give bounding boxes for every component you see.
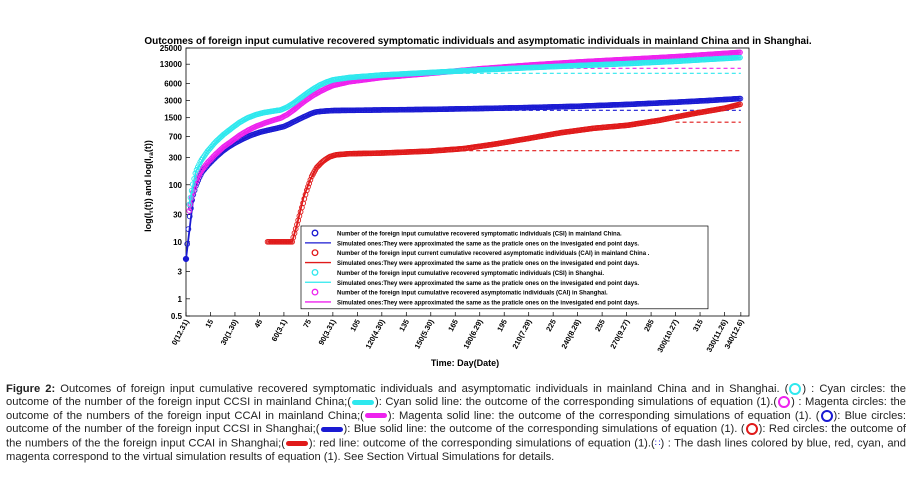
caption-label: Figure 2: [6, 383, 56, 395]
x-tick-label: 150(5.30) [413, 317, 436, 350]
data-point [193, 167, 200, 173]
y-tick-label: 300 [169, 154, 183, 163]
legend-label: Simulated ones:They were approximated th… [337, 261, 639, 267]
legend-marker-circle [311, 268, 319, 276]
legend-label: Number of the foreign input cumulative r… [337, 271, 604, 277]
y-tick-label: 1500 [164, 114, 182, 123]
caption-text: ): Cyan solid line: the outcome of the c… [375, 396, 778, 409]
caption-text: ): Magenta solid line: the outcome of th… [387, 409, 820, 422]
x-tick-label: 90(3.31) [317, 317, 338, 346]
cyan-line-icon [352, 399, 375, 405]
x-tick-label: 300(10.27) [655, 317, 680, 354]
data-point [186, 213, 193, 220]
caption-text: ) : The dash lines colored by blue, red,… [6, 437, 906, 463]
simulation-line [188, 56, 741, 205]
x-tick-label: 165 [446, 318, 460, 333]
y-tick-label: 25000 [160, 44, 183, 53]
simulation-line [267, 103, 741, 243]
magenta-circle-icon [778, 396, 791, 409]
x-tick-label: 60(3.1) [270, 317, 289, 343]
legend-marker-circle [311, 229, 319, 237]
dash-lines-icon: ∷ [654, 437, 661, 448]
y-tick-label: 30 [173, 211, 182, 220]
y-tick-label: 13000 [160, 60, 183, 69]
legend-label: Simulated ones:They were approximated th… [337, 241, 639, 247]
legend-box [300, 225, 709, 310]
y-axis-label: log(Ir(t)) and log(Ira(t)) [143, 140, 155, 232]
y-tick-label: 3 [178, 268, 183, 277]
x-tick-label: 120(4.30) [364, 317, 387, 350]
x-tick-label: 255 [593, 318, 607, 333]
legend-label: Number of the foreign input cumulative r… [337, 232, 622, 238]
x-tick-label: 0(12.31) [170, 317, 191, 346]
y-tick-label: 3000 [164, 97, 182, 106]
x-tick-label: 105 [348, 318, 362, 333]
x-tick-label: 30(1.30) [219, 317, 240, 346]
caption-text: ): Blue solid line: the outcome of the c… [343, 423, 745, 436]
x-tick-label: 315 [691, 318, 705, 333]
caption-text: Outcomes of foreign input cumulative rec… [55, 383, 789, 395]
legend-label: Number of the foreign input cumulative r… [337, 291, 608, 297]
x-tick-label: 15 [203, 318, 215, 330]
red-circle-icon [745, 423, 758, 436]
cyan-circle-icon [789, 383, 802, 396]
y-tick-label: 1 [178, 295, 183, 304]
chart-figure: Outcomes of foreign input cumulative rec… [143, 36, 812, 368]
chart-legend: Number of the foreign input cumulative r… [300, 225, 709, 310]
legend-label: Simulated ones:They were approximated th… [337, 300, 639, 306]
x-tick-label: 195 [495, 318, 509, 333]
legend-label: Simulated ones:They were approximated th… [337, 281, 639, 287]
blue-line-icon [320, 426, 343, 432]
y-tick-label: 6000 [164, 79, 182, 88]
series-layer [182, 49, 744, 263]
x-tick-label: 210(7.29) [510, 317, 533, 350]
x-tick-label: 240(8.28) [559, 317, 582, 350]
red-line-icon [285, 440, 308, 446]
caption-text: ) : Magenta circles: the outcome of the … [6, 396, 906, 422]
x-axis-label: Time: Day(Date) [431, 358, 499, 368]
y-tick-label: 100 [169, 181, 183, 190]
data-point [182, 255, 190, 263]
caption-text: ): Blue circles: outcome of the number o… [6, 409, 907, 436]
legend-label: Number of the foreign input current cumu… [337, 251, 650, 257]
x-tick-label: 180(6.29) [461, 317, 484, 350]
x-tick-label: 225 [544, 318, 558, 333]
x-tick-label: 45 [252, 318, 264, 330]
legend-marker-circle [311, 288, 319, 296]
x-tick-label: 270(9.27) [608, 317, 631, 350]
figure-caption: Figure 2: Outcomes of foreign input cumu… [6, 383, 906, 464]
plot-area-frame [185, 47, 750, 317]
magenta-line-icon [364, 413, 387, 419]
blue-circle-icon [820, 409, 833, 422]
chart-title: Outcomes of foreign input cumulative rec… [144, 36, 812, 47]
y-tick-label: 10 [173, 238, 182, 247]
x-tick-label: 135 [397, 318, 411, 333]
y-tick-label: 700 [169, 133, 183, 142]
y-tick-label: 0.5 [171, 312, 183, 321]
caption-text: ): Red circles: the outcome of the numbe… [6, 423, 906, 450]
legend-marker-circle [311, 249, 319, 257]
caption-text: ): red line: outcome of the correspondin… [308, 437, 655, 450]
x-tick-label: 285 [642, 318, 656, 333]
caption-text: ) : Cyan circles: the outcome of the num… [6, 383, 906, 409]
x-tick-label: 75 [301, 318, 313, 330]
